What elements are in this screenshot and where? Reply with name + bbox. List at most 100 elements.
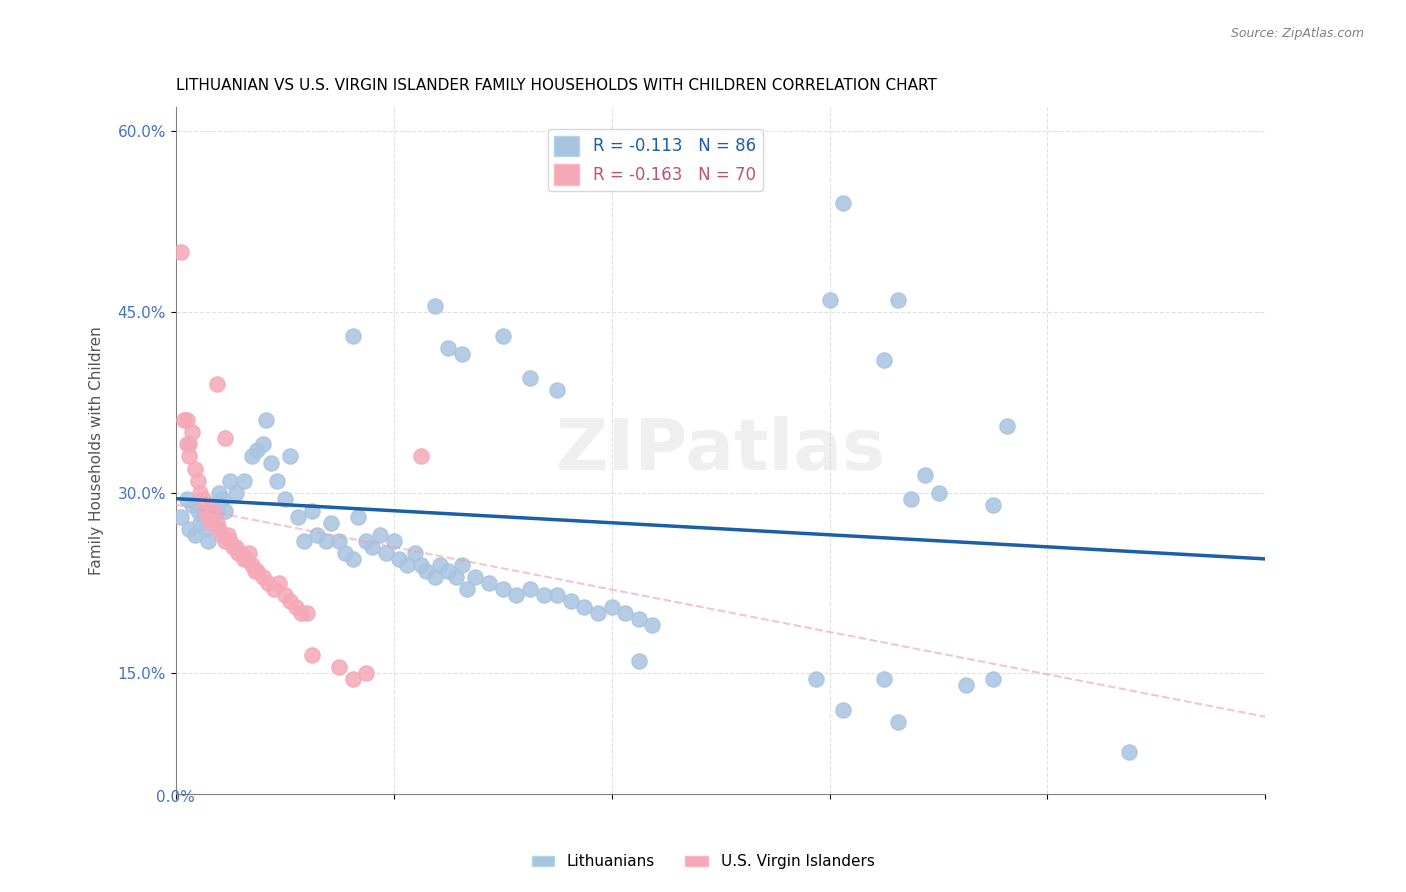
Lithuanians xyxy=(260,456,283,470)
U.S. Virgin Islanders xyxy=(231,546,253,560)
Lithuanians xyxy=(315,533,337,548)
U.S. Virgin Islanders xyxy=(191,491,214,506)
Lithuanians xyxy=(405,546,427,560)
Lithuanians xyxy=(368,528,391,542)
Lithuanians xyxy=(191,509,214,524)
Lithuanians xyxy=(600,600,623,615)
U.S. Virgin Islanders xyxy=(356,666,378,681)
U.S. Virgin Islanders xyxy=(214,533,236,548)
U.S. Virgin Islanders xyxy=(181,425,204,440)
U.S. Virgin Islanders xyxy=(225,540,247,554)
Lithuanians xyxy=(211,491,233,506)
U.S. Virgin Islanders xyxy=(184,461,207,475)
U.S. Virgin Islanders xyxy=(284,600,307,615)
Lithuanians xyxy=(266,474,288,488)
Lithuanians xyxy=(252,437,274,451)
U.S. Virgin Islanders xyxy=(194,504,217,518)
U.S. Virgin Islanders xyxy=(409,450,432,464)
U.S. Virgin Islanders xyxy=(278,594,301,608)
Y-axis label: Family Households with Children: Family Households with Children xyxy=(89,326,104,574)
U.S. Virgin Islanders xyxy=(222,540,245,554)
Lithuanians xyxy=(333,546,356,560)
Lithuanians xyxy=(456,582,478,596)
Lithuanians xyxy=(225,485,247,500)
Lithuanians xyxy=(614,606,637,620)
U.S. Virgin Islanders xyxy=(240,558,263,572)
Lithuanians xyxy=(519,371,541,385)
Lithuanians xyxy=(184,528,207,542)
Lithuanians xyxy=(437,341,460,355)
U.S. Virgin Islanders xyxy=(219,533,242,548)
Lithuanians xyxy=(873,353,896,368)
Lithuanians xyxy=(382,533,405,548)
U.S. Virgin Islanders xyxy=(188,485,211,500)
Lithuanians xyxy=(832,702,855,716)
Lithuanians xyxy=(186,504,209,518)
Lithuanians xyxy=(179,522,201,536)
U.S. Virgin Islanders xyxy=(246,564,269,578)
U.S. Virgin Islanders xyxy=(290,606,312,620)
Lithuanians xyxy=(641,618,664,632)
U.S. Virgin Islanders xyxy=(295,606,318,620)
Lithuanians xyxy=(347,509,370,524)
Lithuanians xyxy=(478,576,501,591)
Lithuanians xyxy=(415,564,437,578)
Lithuanians xyxy=(342,329,364,343)
U.S. Virgin Islanders xyxy=(252,570,274,584)
Lithuanians xyxy=(374,546,396,560)
Lithuanians xyxy=(533,588,555,602)
U.S. Virgin Islanders xyxy=(238,546,260,560)
Lithuanians xyxy=(301,504,323,518)
Lithuanians xyxy=(627,612,650,626)
Lithuanians xyxy=(450,558,472,572)
Lithuanians xyxy=(197,533,219,548)
U.S. Virgin Islanders xyxy=(176,413,198,427)
Lithuanians xyxy=(886,293,908,307)
Lithuanians xyxy=(886,714,908,729)
Lithuanians xyxy=(429,558,451,572)
Lithuanians xyxy=(900,491,922,506)
Lithuanians xyxy=(200,498,222,512)
Lithuanians xyxy=(832,196,855,211)
Lithuanians xyxy=(981,498,1004,512)
Text: ZIPatlas: ZIPatlas xyxy=(555,416,886,485)
Lithuanians xyxy=(546,383,568,397)
Text: Source: ZipAtlas.com: Source: ZipAtlas.com xyxy=(1230,27,1364,40)
Lithuanians xyxy=(409,558,432,572)
Lithuanians xyxy=(519,582,541,596)
U.S. Virgin Islanders xyxy=(170,244,193,259)
Text: 0.0%: 0.0% xyxy=(156,790,195,805)
Lithuanians xyxy=(446,570,468,584)
U.S. Virgin Islanders xyxy=(186,474,209,488)
Lithuanians xyxy=(328,533,350,548)
Lithuanians xyxy=(388,552,411,566)
Lithuanians xyxy=(396,558,419,572)
U.S. Virgin Islanders xyxy=(263,582,285,596)
U.S. Virgin Islanders xyxy=(202,504,225,518)
Lithuanians xyxy=(278,450,301,464)
Lithuanians xyxy=(492,329,515,343)
Lithuanians xyxy=(818,293,841,307)
Lithuanians xyxy=(914,467,936,482)
Lithuanians xyxy=(546,588,568,602)
U.S. Virgin Islanders xyxy=(197,509,219,524)
U.S. Virgin Islanders xyxy=(200,516,222,530)
Lithuanians xyxy=(181,498,204,512)
Lithuanians xyxy=(928,485,950,500)
Lithuanians xyxy=(319,516,342,530)
Lithuanians xyxy=(208,485,231,500)
Lithuanians xyxy=(194,522,217,536)
Lithuanians xyxy=(246,443,269,458)
Lithuanians xyxy=(188,516,211,530)
Lithuanians xyxy=(586,606,609,620)
Text: LITHUANIAN VS U.S. VIRGIN ISLANDER FAMILY HOUSEHOLDS WITH CHILDREN CORRELATION C: LITHUANIAN VS U.S. VIRGIN ISLANDER FAMIL… xyxy=(176,78,936,94)
U.S. Virgin Islanders xyxy=(179,437,201,451)
U.S. Virgin Islanders xyxy=(176,437,198,451)
U.S. Virgin Islanders xyxy=(269,576,291,591)
Lithuanians xyxy=(423,299,446,313)
U.S. Virgin Islanders xyxy=(179,450,201,464)
Lithuanians xyxy=(1118,745,1140,759)
Lithuanians xyxy=(274,491,297,506)
Lithuanians xyxy=(170,509,193,524)
Lithuanians xyxy=(232,474,254,488)
